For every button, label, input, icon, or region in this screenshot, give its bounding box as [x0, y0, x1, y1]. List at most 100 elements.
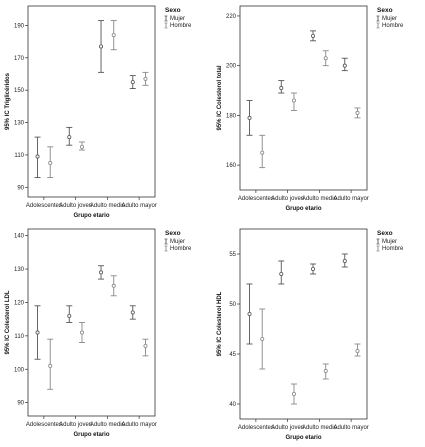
x-tick-label: Adulto joven	[271, 425, 304, 431]
mean-point	[143, 343, 148, 348]
x-axis-label: Grupo etario	[73, 213, 109, 219]
error-bar-mujer	[129, 305, 136, 320]
mean-point	[247, 115, 252, 120]
mean-point	[260, 337, 265, 342]
x-tick-label: Adulto joven	[271, 196, 304, 202]
mean-point	[355, 349, 360, 354]
y-tick-label: 90	[17, 401, 24, 407]
y-tick-label: 190	[14, 23, 25, 29]
plot-frame	[27, 228, 156, 417]
legend-title: Sexo	[165, 230, 181, 237]
mean-point	[67, 135, 72, 140]
error-bar-hombre	[322, 50, 329, 67]
y-tick-label: 130	[14, 267, 25, 273]
error-bar-mujer	[34, 136, 41, 179]
error-bar-hombre	[47, 146, 54, 179]
error-bar-hombre	[78, 322, 85, 343]
y-tick-label: 120	[14, 300, 25, 306]
mean-point	[48, 363, 53, 368]
mean-point	[291, 98, 296, 103]
x-tick-label: Adulto medio	[302, 425, 338, 431]
error-bar-hombre	[47, 338, 54, 390]
error-bar-mujer	[341, 57, 348, 72]
x-tick-label: Adulto mayor	[121, 422, 156, 428]
error-bar-mujer	[34, 305, 41, 360]
y-axis-label: 95% IC Colesterol total	[217, 65, 223, 130]
panel-colesterol-hdl: 40 45 50 55 Adolescentes Adulto joven Adulto m…	[212, 223, 425, 447]
x-tick-label: Adulto joven	[59, 203, 92, 209]
error-bar-hombre	[322, 363, 329, 380]
mean-point	[79, 330, 84, 335]
x-tick-label: Adulto mayor	[333, 196, 368, 202]
mean-point	[130, 80, 135, 85]
legend-label: Hombre	[170, 246, 192, 252]
y-tick-label: 170	[14, 56, 25, 62]
legend-label: Mujer	[382, 239, 397, 245]
error-bar-hombre	[354, 107, 361, 119]
mean-point	[111, 283, 116, 288]
mean-point	[355, 110, 360, 115]
error-bar-hombre	[290, 383, 297, 405]
error-bar-hombre	[110, 20, 117, 51]
plot-frame	[239, 228, 368, 420]
y-tick-label: 50	[229, 302, 236, 308]
x-tick-label: Adulto mayor	[121, 203, 156, 209]
mean-point	[279, 86, 284, 91]
error-bar-mujer	[98, 20, 105, 73]
y-tick-label: 200	[226, 64, 237, 70]
mean-point	[323, 368, 328, 373]
mean-point	[311, 267, 316, 272]
mean-point	[111, 33, 116, 38]
mean-point	[260, 150, 265, 155]
panel-colesterol-total: 160 180 200 220 Adolescentes Adulto joven Adul…	[212, 0, 425, 223]
x-tick-label: Adulto medio	[302, 196, 338, 202]
x-tick-label: Adolescentes	[238, 196, 274, 202]
x-tick-label: Adulto medio	[90, 203, 126, 209]
mean-point	[130, 310, 135, 315]
panel-colesterol-ldl: 90 100 110 120 130 140 Adolescentes Adulto jove…	[0, 223, 212, 447]
error-bar-hombre	[290, 92, 297, 111]
mean-point	[291, 391, 296, 396]
y-axis-label: 95% IC Colesterol LDL	[5, 290, 11, 354]
error-bar-hombre	[110, 275, 117, 297]
x-tick-label: Adulto medio	[90, 422, 126, 428]
mean-point	[279, 272, 284, 277]
y-tick-label: 110	[14, 153, 24, 159]
y-tick-label: 160	[226, 163, 237, 169]
y-tick-label: 130	[14, 121, 25, 127]
legend-label: Mujer	[170, 16, 185, 22]
mean-point	[342, 63, 347, 68]
legend-title: Sexo	[377, 230, 393, 237]
x-axis-label: Grupo etario	[285, 206, 321, 212]
legend-label: Mujer	[170, 239, 185, 245]
error-bar-hombre	[142, 71, 149, 86]
mean-point	[79, 144, 84, 149]
legend-label: Hombre	[382, 246, 404, 252]
legend-label: Hombre	[170, 23, 192, 29]
x-tick-label: Adolescentes	[26, 203, 62, 209]
error-bar-mujer	[66, 305, 73, 323]
legend-label: Mujer	[382, 16, 397, 22]
x-tick-label: Adolescentes	[238, 425, 274, 431]
legend-label: Hombre	[382, 23, 404, 29]
mean-point	[99, 270, 104, 275]
x-tick-label: Adulto mayor	[333, 425, 368, 431]
error-bar-mujer	[129, 75, 136, 90]
plot-frame	[239, 5, 368, 191]
error-bar-hombre	[259, 134, 266, 169]
mean-point	[35, 330, 40, 335]
x-axis-label: Grupo etario	[285, 435, 321, 441]
mean-point	[247, 312, 252, 317]
y-tick-label: 220	[226, 14, 237, 20]
y-tick-label: 150	[14, 88, 25, 94]
x-axis-label: Grupo etario	[73, 432, 109, 438]
error-bar-mujer	[278, 260, 285, 285]
error-bar-mujer	[98, 265, 105, 280]
mean-point	[35, 154, 40, 159]
error-bar-mujer	[278, 80, 285, 94]
mean-point	[143, 76, 148, 81]
mean-point	[311, 33, 316, 38]
mean-point	[48, 161, 53, 166]
